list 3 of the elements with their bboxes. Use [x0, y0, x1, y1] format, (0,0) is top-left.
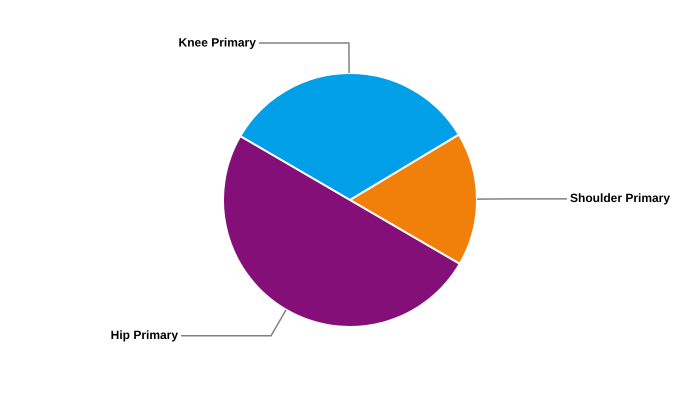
- slice-label: Shoulder Primary: [570, 191, 670, 206]
- slice-label: Knee Primary: [178, 35, 256, 50]
- slice-label: Hip Primary: [110, 328, 178, 342]
